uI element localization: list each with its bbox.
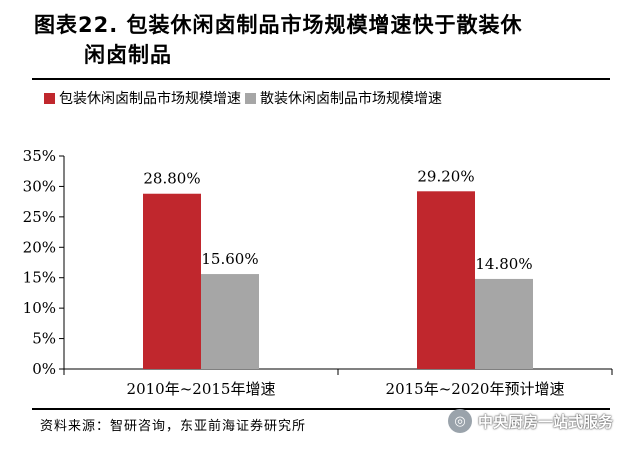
watermark-text: 中央厨房一站式服务 (478, 412, 614, 431)
chart-legend: 包装休闲卤制品市场规模增速 散装休闲卤制品市场规模增速 (44, 88, 446, 108)
bar-series-1-2 (417, 191, 475, 369)
legend-label-series-1: 包装休闲卤制品市场规模增速 (59, 91, 241, 107)
bar-series-2-1 (201, 274, 259, 369)
legend-swatch-red-icon (44, 92, 55, 104)
legend-label-series-2: 散装休闲卤制品市场规模增速 (260, 91, 442, 107)
source-divider (32, 408, 610, 410)
y-tick-label: 30% (23, 177, 56, 195)
y-tick-label: 0% (32, 360, 56, 378)
data-label: 29.20% (417, 167, 474, 185)
y-tick-label: 10% (23, 299, 56, 317)
source-note: 资料来源：智研咨询，东亚前海证券研究所 (40, 419, 307, 434)
data-label: 15.60% (201, 250, 258, 268)
x-category-label: 2015年~2020年预计增速 (386, 380, 565, 398)
chart-title-line-1: 图表22. 包装休闲卤制品市场规模增速快于散装休 (34, 13, 523, 37)
title-divider (32, 78, 610, 80)
y-tick-label: 15% (23, 269, 56, 287)
data-label: 28.80% (143, 170, 200, 188)
legend-item-series-2: 散装休闲卤制品市场规模增速 (245, 88, 442, 108)
y-tick-label: 20% (23, 238, 56, 256)
data-label: 14.80% (475, 255, 532, 273)
bar-series-1-1 (143, 193, 201, 369)
watermark: ◎ 中央厨房一站式服务 (448, 407, 613, 435)
wechat-logo-icon: ◎ (448, 409, 472, 433)
chart-title: 图表22. 包装休闲卤制品市场规模增速快于散装休 闲卤制品 (34, 10, 624, 70)
legend-swatch-gray-icon (245, 92, 256, 104)
chart-title-line-2: 闲卤制品 (84, 43, 172, 67)
y-tick-label: 35% (23, 147, 56, 165)
bar-series-2-2 (475, 278, 533, 369)
x-category-label: 2010年~2015年增速 (127, 380, 276, 398)
y-tick-label: 5% (32, 330, 56, 348)
legend-item-series-1: 包装休闲卤制品市场规模增速 (44, 88, 241, 108)
y-tick-label: 25% (23, 208, 56, 226)
